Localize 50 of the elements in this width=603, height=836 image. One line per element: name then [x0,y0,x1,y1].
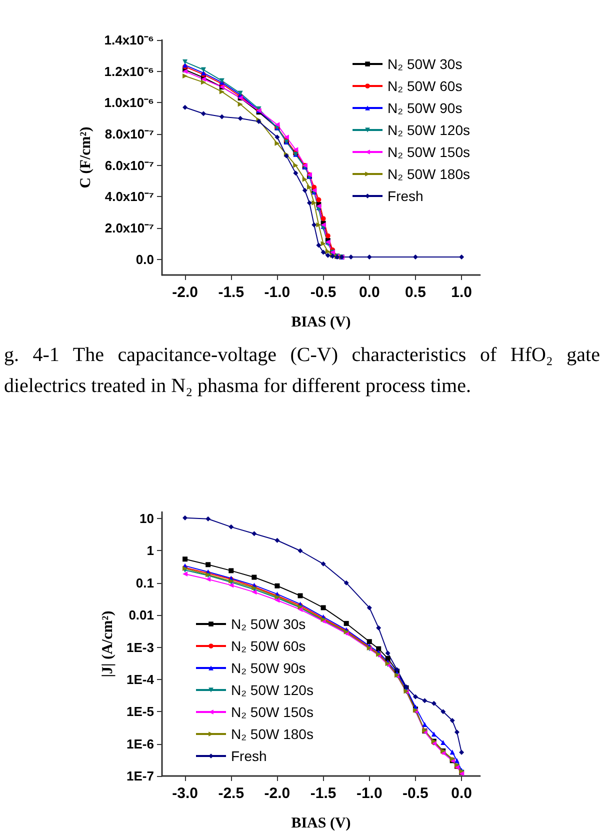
y-axis-title: C (F/cm²) [78,126,94,188]
y-axis-title: |J| (A/cm²) [100,610,116,678]
y-tick-label: 1E-5 [126,704,154,720]
x-tick-label: -1.5 [218,284,244,301]
x-tick-label: -0.5 [402,785,428,802]
legend-label: Fresh [388,188,424,204]
x-tick-label: -1.0 [356,785,382,802]
legend-label: N₂ 50W 120s [388,122,470,138]
y-tick-label: 1E-4 [126,672,155,687]
x-tick-label: -3.0 [172,785,198,802]
legend-label: N₂ 50W 30s [388,56,462,72]
legend-label: N₂ 50W 90s [388,100,462,116]
y-tick-label: 6.0x10⁻⁷ [104,158,154,173]
x-tick-label: -1.5 [310,785,336,802]
legend-label: Fresh [231,748,267,764]
x-tick-label: 0.0 [451,785,472,802]
x-tick-label: -2.5 [218,785,244,802]
y-tick-label: 1.2x10⁻⁶ [104,64,154,79]
y-tick-label: 2.0x10⁻⁷ [104,220,154,236]
y-tick-label: 4.0x10⁻⁷ [104,189,154,204]
y-tick-label: 10 [140,511,154,526]
legend-label: N₂ 50W 180s [231,726,314,742]
legend-label: N₂ 50W 30s [231,616,306,632]
legend-label: N₂ 50W 180s [388,166,470,182]
x-tick-label: 1.0 [451,284,472,301]
x-axis-title: BIAS (V) [291,314,351,330]
y-tick-label: 0.1 [136,575,154,590]
x-tick-label: 0.5 [405,284,426,301]
legend-label: N₂ 50W 60s [231,638,306,654]
y-tick-label: 1E-7 [126,768,154,784]
x-axis-title: BIAS (V) [291,816,351,832]
x-tick-label: -1.0 [264,284,290,301]
y-tick-label: 8.0x10⁻⁷ [104,126,154,142]
legend-label: N₂ 50W 60s [388,78,462,94]
y-tick-label: 1.4x10⁻⁶ [104,32,154,48]
legend-label: N₂ 50W 150s [388,144,470,160]
y-tick-label: 1 [146,543,154,558]
x-tick-label: -0.5 [310,284,336,301]
legend-label: N₂ 50W 90s [231,660,306,676]
y-tick-label: 1E-6 [126,736,154,752]
x-tick-label: -2.0 [172,284,198,301]
y-tick-label: 1.0x10⁻⁶ [104,95,154,110]
text: g. 4-1 The capacitance-voltage (C-V) characteristics of HfO₂ gate dielectrics treated in N₂ phasma for different process time. [4,343,600,399]
y-tick-label: 0.0 [136,252,154,267]
legend-label: N₂ 50W 120s [231,682,314,698]
legend-label: N₂ 50W 150s [231,704,314,720]
x-tick-label: -2.0 [264,785,290,802]
x-tick-label: 0.0 [358,284,380,301]
y-tick-label: 1E-3 [126,640,154,655]
y-tick-label: 0.01 [128,608,154,623]
